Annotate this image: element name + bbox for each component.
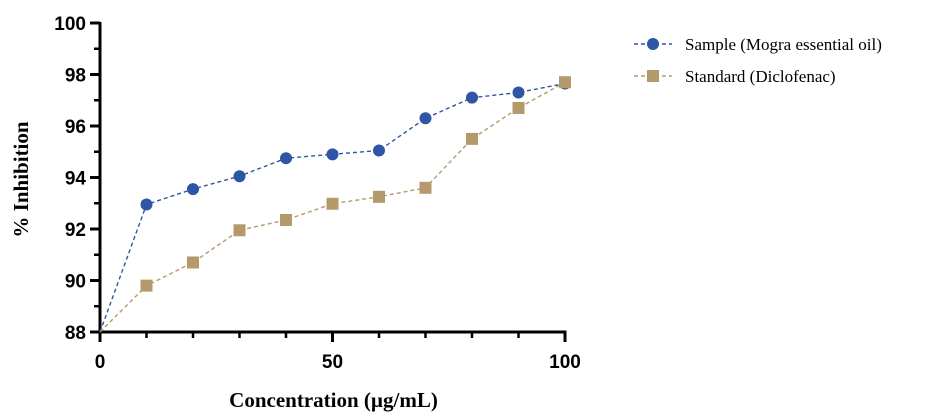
data-point [512, 101, 525, 114]
data-point [187, 183, 199, 196]
data-point [512, 86, 525, 99]
data-point [373, 144, 385, 157]
x-tick-label: 0 [95, 352, 106, 373]
x-tick-label: 50 [322, 352, 343, 373]
plot-series [99, 76, 571, 333]
legend-marker [647, 38, 659, 50]
y-tick-label: 88 [65, 323, 86, 344]
legend-marker [647, 70, 659, 82]
series-1 [99, 77, 571, 333]
data-point [233, 170, 246, 183]
data-point [280, 213, 292, 226]
data-point [419, 112, 432, 125]
y-tick-label: 92 [65, 220, 86, 241]
data-point [466, 91, 478, 104]
legend-item: Sample (Mogra essential oil) [634, 35, 882, 54]
data-point [559, 76, 571, 89]
x-axis-title: Concentration (µg/mL) [229, 388, 438, 412]
x-ticks: 0 50 100 [95, 332, 581, 373]
axes: 88 90 92 94 96 98 100 0 50 100 [54, 14, 581, 373]
series-2 [99, 76, 571, 333]
x-tick-label: 100 [549, 352, 581, 373]
data-point [187, 256, 199, 269]
data-point [140, 198, 153, 211]
data-point [280, 152, 292, 165]
y-axis-title: % Inhibition [9, 121, 33, 237]
data-point [233, 224, 246, 237]
legend-item: Standard (Diclofenac) [634, 67, 836, 86]
data-point [419, 181, 432, 194]
series-line [99, 81, 566, 333]
y-tick-label: 100 [54, 14, 86, 35]
y-tick-label: 90 [65, 272, 86, 293]
y-tick-label: 94 [65, 169, 87, 190]
legend: Sample (Mogra essential oil) Standard (Di… [634, 35, 882, 86]
data-point [140, 279, 153, 292]
y-ticks: 88 90 92 94 96 98 100 [54, 14, 100, 344]
data-point [326, 148, 339, 161]
y-tick-label: 96 [65, 117, 86, 138]
data-point [466, 132, 478, 145]
legend-label: Standard (Diclofenac) [685, 67, 836, 86]
y-tick-label: 98 [65, 66, 86, 87]
legend-label: Sample (Mogra essential oil) [685, 35, 882, 54]
data-point [373, 190, 385, 203]
data-point [326, 197, 339, 210]
